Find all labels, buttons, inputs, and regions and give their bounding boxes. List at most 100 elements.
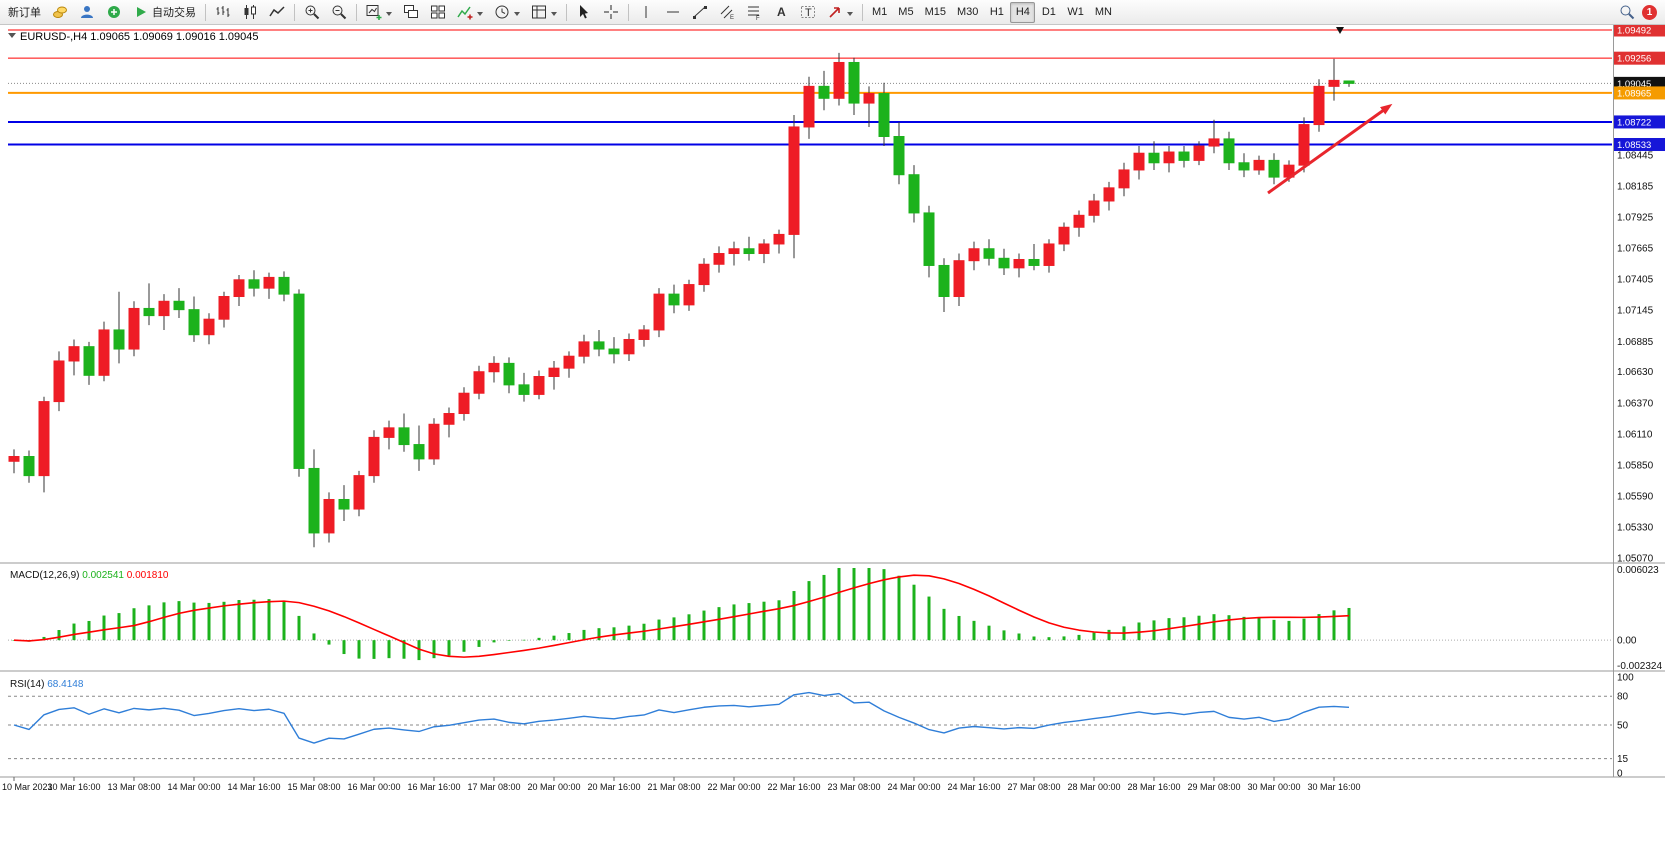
timeframe-mn-button[interactable]: MN bbox=[1090, 2, 1117, 23]
svg-text:24 Mar 16:00: 24 Mar 16:00 bbox=[947, 782, 1000, 792]
svg-text:1.09256: 1.09256 bbox=[1617, 54, 1651, 65]
svg-text:22 Mar 16:00: 22 Mar 16:00 bbox=[767, 782, 820, 792]
trendline-tool-button[interactable] bbox=[687, 2, 713, 23]
svg-text:1.05330: 1.05330 bbox=[1617, 522, 1654, 533]
templates-icon bbox=[531, 4, 547, 20]
vertical-line-icon bbox=[638, 4, 654, 20]
accounts-icon bbox=[52, 4, 68, 20]
chevron-down-icon bbox=[386, 12, 392, 19]
toolbar: 新订单 自动交易 bbox=[0, 0, 1665, 25]
profile-icon bbox=[79, 4, 95, 20]
zoom-out-icon bbox=[331, 4, 347, 20]
svg-text:13 Mar 08:00: 13 Mar 08:00 bbox=[107, 782, 160, 792]
notification-badge[interactable]: 1 bbox=[1642, 5, 1657, 20]
news-icon bbox=[106, 4, 122, 20]
svg-text:F: F bbox=[756, 16, 760, 20]
macd-label: MACD(12,26,9) 0.002541 0.001810 bbox=[10, 570, 169, 581]
auto-trading-button[interactable]: 自动交易 bbox=[128, 2, 201, 23]
templates-button[interactable] bbox=[526, 2, 562, 23]
timeframe-m1-button[interactable]: M1 bbox=[867, 2, 892, 23]
timeframe-m5-button[interactable]: M5 bbox=[893, 2, 918, 23]
crosshair-button[interactable] bbox=[598, 2, 624, 23]
cascade-windows-button[interactable] bbox=[398, 2, 424, 23]
main-chart-panel[interactable]: EURUSD-,H4 1.09065 1.09069 1.09016 1.090… bbox=[8, 27, 1612, 547]
tile-windows-button[interactable] bbox=[425, 2, 451, 23]
tile-windows-icon bbox=[430, 4, 446, 20]
svg-text:29 Mar 08:00: 29 Mar 08:00 bbox=[1187, 782, 1240, 792]
periods-button[interactable] bbox=[489, 2, 525, 23]
search-icon[interactable] bbox=[1619, 4, 1635, 20]
svg-text:17 Mar 08:00: 17 Mar 08:00 bbox=[467, 782, 520, 792]
svg-text:1.07145: 1.07145 bbox=[1617, 306, 1654, 317]
svg-text:100: 100 bbox=[1617, 673, 1634, 684]
svg-text:0.006023: 0.006023 bbox=[1617, 565, 1659, 576]
svg-text:10 Mar 2023: 10 Mar 2023 bbox=[2, 782, 53, 792]
bar-chart-button[interactable] bbox=[210, 2, 236, 23]
svg-text:1.07925: 1.07925 bbox=[1617, 213, 1654, 224]
svg-text:1.06885: 1.06885 bbox=[1617, 337, 1654, 348]
timeframe-m15-button[interactable]: M15 bbox=[920, 2, 951, 23]
svg-text:1.05590: 1.05590 bbox=[1617, 491, 1654, 502]
timeframe-d1-button[interactable]: D1 bbox=[1036, 2, 1061, 23]
timeframe-m30-button[interactable]: M30 bbox=[952, 2, 983, 23]
new-order-label: 新订单 bbox=[8, 4, 41, 20]
svg-text:1.08185: 1.08185 bbox=[1617, 182, 1654, 193]
toolbar-right-group: 1 bbox=[1619, 4, 1662, 20]
svg-text:1.09492: 1.09492 bbox=[1617, 26, 1651, 37]
vertical-line-tool-button[interactable] bbox=[633, 2, 659, 23]
profile-button[interactable] bbox=[74, 2, 100, 23]
horizontal-line-icon bbox=[665, 4, 681, 20]
bar-chart-icon bbox=[215, 4, 231, 20]
text-label-icon: T bbox=[800, 4, 816, 20]
svg-text:1.07405: 1.07405 bbox=[1617, 275, 1654, 286]
timeframe-w1-button[interactable]: W1 bbox=[1062, 2, 1089, 23]
label-tool-button[interactable]: T bbox=[795, 2, 821, 23]
accounts-button[interactable] bbox=[47, 2, 73, 23]
new-chart-icon bbox=[366, 4, 382, 20]
svg-text:T: T bbox=[805, 7, 812, 19]
new-order-button[interactable]: 新订单 bbox=[3, 2, 46, 23]
chart-title: EURUSD-,H4 1.09065 1.09069 1.09016 1.090… bbox=[20, 31, 259, 43]
svg-text:27 Mar 08:00: 27 Mar 08:00 bbox=[1007, 782, 1060, 792]
new-chart-button[interactable] bbox=[361, 2, 397, 23]
channel-tool-button[interactable]: E bbox=[714, 2, 740, 23]
zoom-out-button[interactable] bbox=[326, 2, 352, 23]
trend-arrow-annotation[interactable] bbox=[1268, 107, 1388, 193]
chevron-down-icon bbox=[551, 12, 557, 19]
cursor-button[interactable] bbox=[571, 2, 597, 23]
rsi-line bbox=[14, 693, 1349, 743]
timeframe-h1-button[interactable]: H1 bbox=[984, 2, 1009, 23]
svg-text:1.08722: 1.08722 bbox=[1617, 117, 1651, 128]
text-tool-button[interactable]: A bbox=[768, 2, 794, 23]
timeframe-h4-button[interactable]: H4 bbox=[1010, 2, 1035, 23]
svg-text:20 Mar 16:00: 20 Mar 16:00 bbox=[587, 782, 640, 792]
svg-text:28 Mar 00:00: 28 Mar 00:00 bbox=[1067, 782, 1120, 792]
svg-text:1.06630: 1.06630 bbox=[1617, 367, 1654, 378]
zoom-in-button[interactable] bbox=[299, 2, 325, 23]
toolbar-separator bbox=[628, 4, 629, 21]
line-chart-button[interactable] bbox=[264, 2, 290, 23]
svg-text:24 Mar 00:00: 24 Mar 00:00 bbox=[887, 782, 940, 792]
chart-canvas[interactable]: EURUSD-,H4 1.09065 1.09069 1.09016 1.090… bbox=[0, 25, 1665, 845]
fibonacci-tool-button[interactable]: F bbox=[741, 2, 767, 23]
arrows-tool-button[interactable] bbox=[822, 2, 858, 23]
svg-text:30 Mar 16:00: 30 Mar 16:00 bbox=[1307, 782, 1360, 792]
toolbar-separator bbox=[566, 4, 567, 21]
horizontal-line-tool-button[interactable] bbox=[660, 2, 686, 23]
candlestick-series bbox=[9, 53, 1354, 547]
candlestick-chart-button[interactable] bbox=[237, 2, 263, 23]
news-button[interactable] bbox=[101, 2, 127, 23]
auto-trading-label: 自动交易 bbox=[152, 4, 196, 20]
svg-text:1.08533: 1.08533 bbox=[1617, 140, 1651, 151]
svg-text:80: 80 bbox=[1617, 692, 1629, 703]
svg-text:15 Mar 08:00: 15 Mar 08:00 bbox=[287, 782, 340, 792]
indicators-button[interactable] bbox=[452, 2, 488, 23]
svg-text:16 Mar 16:00: 16 Mar 16:00 bbox=[407, 782, 460, 792]
auto-trading-play-icon bbox=[133, 4, 149, 20]
svg-text:1.06110: 1.06110 bbox=[1617, 429, 1653, 440]
one-click-trading-toggle[interactable] bbox=[8, 33, 16, 38]
chevron-down-icon bbox=[847, 12, 853, 19]
